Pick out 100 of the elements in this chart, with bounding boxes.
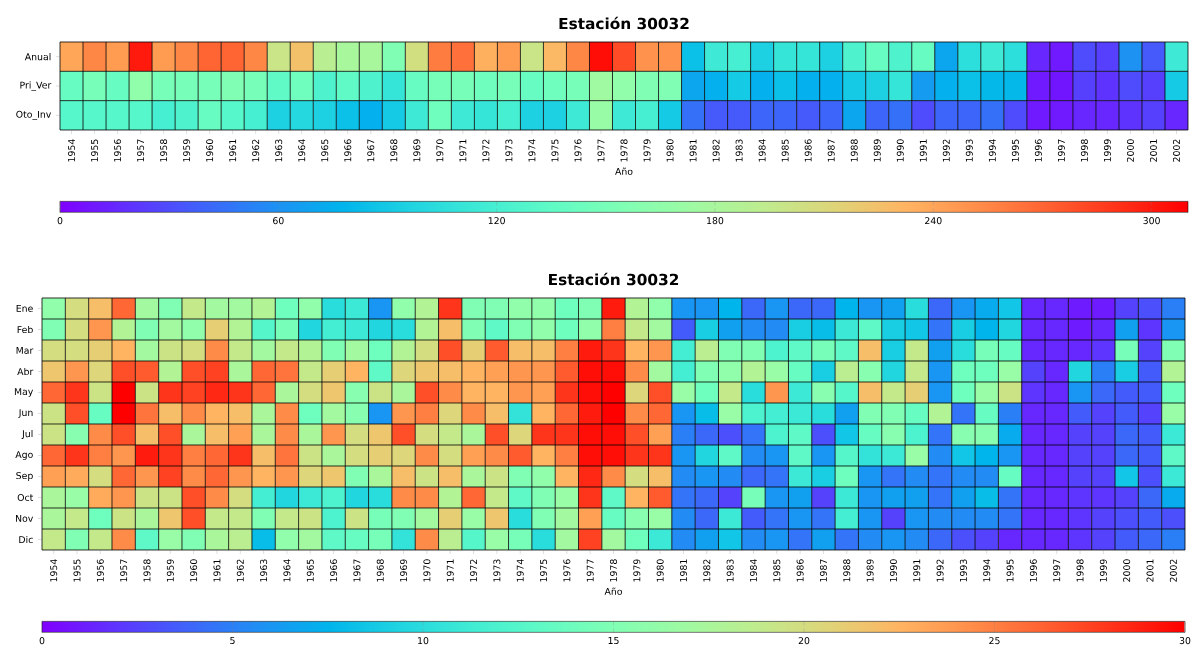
y-tick-label: Abr: [17, 367, 34, 376]
x-tick-label: 2001: [1146, 559, 1154, 582]
x-tick-label: 1991: [913, 559, 921, 582]
x-tick-label: 1978: [620, 139, 628, 162]
color-bar-label: 240: [925, 217, 942, 225]
y-tick-label: Dic: [19, 535, 33, 544]
x-tick-label: 1975: [551, 139, 559, 162]
x-tick-label: 1979: [633, 559, 641, 582]
x-tick-label: 1962: [252, 139, 260, 162]
x-tick-label: 1988: [843, 559, 851, 582]
y-tick-label: Nov: [16, 515, 34, 522]
x-tick-label: 1972: [470, 559, 478, 582]
x-tick-label: 1958: [160, 139, 168, 162]
x-tick-label: 1963: [275, 139, 283, 162]
x-tick-label: 1962: [236, 559, 244, 582]
chart-title: Estación 30032: [559, 16, 689, 30]
x-tick-label: 1960: [206, 139, 214, 162]
color-bar-label: 20: [798, 637, 810, 645]
x-tick-label: 1956: [96, 559, 104, 582]
x-tick-label: 1980: [666, 139, 674, 162]
x-tick-label: 1955: [73, 559, 81, 582]
x-tick-label: 1957: [137, 139, 145, 162]
x-tick-label: 2001: [1149, 139, 1157, 162]
x-tick-label: 1990: [896, 139, 904, 162]
x-tick-label: 1965: [321, 139, 329, 162]
x-tick-label: 1984: [758, 139, 766, 162]
x-tick-label: 1974: [528, 139, 536, 162]
x-tick-label: 1992: [936, 559, 944, 582]
y-tick-label: Oto_Inv: [16, 110, 52, 120]
color-bar-label: 0: [57, 217, 63, 225]
x-tick-label: 1960: [190, 559, 198, 582]
x-tick-label: 1970: [436, 139, 444, 162]
x-tick-label: 1977: [586, 559, 594, 582]
x-tick-label: 1993: [959, 559, 967, 582]
y-tick-label: Ene: [16, 305, 33, 312]
chart-title: Estación 30032: [549, 272, 679, 286]
x-tick-label: 1956: [114, 139, 122, 162]
x-tick-label: 1986: [804, 139, 812, 162]
x-axis-title: Año: [604, 587, 622, 595]
x-tick-label: 1954: [50, 559, 58, 582]
x-tick-label: 1969: [400, 559, 408, 582]
x-tick-label: 1982: [703, 559, 711, 582]
x-tick-label: 1973: [505, 139, 513, 162]
x-tick-label: 1985: [773, 559, 781, 582]
x-tick-label: 1965: [306, 559, 314, 582]
x-tick-label: 1987: [819, 559, 827, 582]
x-tick-label: 1988: [850, 139, 858, 162]
x-tick-label: 1961: [229, 139, 237, 162]
x-tick-label: 1973: [493, 559, 501, 582]
x-tick-label: 1996: [1034, 139, 1042, 162]
x-tick-label: 1979: [643, 139, 651, 162]
x-tick-label: 1974: [516, 559, 524, 582]
x-tick-label: 1957: [120, 559, 128, 582]
x-tick-label: 1967: [353, 559, 361, 582]
x-tick-label: 1972: [482, 139, 490, 162]
x-tick-label: 1981: [679, 559, 688, 582]
y-tick-label: Sep: [16, 472, 33, 481]
x-tick-label: 1990: [889, 559, 897, 582]
y-tick-label: Pri_Ver: [20, 81, 52, 91]
x-tick-label: 1994: [983, 559, 991, 582]
x-tick-label: 1995: [1011, 139, 1019, 162]
y-tick-label: Ago: [15, 451, 33, 460]
x-tick-label: 1968: [376, 559, 384, 582]
x-tick-label: 1977: [597, 139, 605, 162]
x-tick-label: 2002: [1172, 139, 1181, 162]
y-tick-label: Anual: [24, 53, 51, 61]
y-tick-label: Mar: [16, 347, 34, 354]
x-axis-title: Año: [615, 167, 633, 175]
x-tick-label: 1964: [283, 559, 291, 582]
x-tick-label: 1989: [873, 139, 881, 162]
x-tick-label: 1955: [91, 139, 99, 162]
color-bar-label: 180: [707, 217, 724, 225]
x-tick-label: 1991: [919, 139, 927, 162]
x-tick-label: 1996: [1029, 559, 1037, 582]
x-tick-label: 1954: [68, 139, 76, 162]
color-bar-label: 300: [1143, 217, 1160, 225]
color-bar-label: 15: [608, 637, 619, 645]
x-tick-label: 1998: [1080, 139, 1088, 162]
x-tick-label: 1968: [390, 139, 398, 162]
y-tick-label: Jul: [21, 430, 33, 439]
x-tick-label: 1966: [330, 559, 338, 582]
x-tick-label: 1993: [965, 139, 973, 162]
x-tick-label: 1959: [166, 559, 174, 582]
x-tick-label: 1976: [574, 139, 582, 162]
x-tick-label: 1999: [1099, 559, 1107, 582]
color-bar-label: 120: [488, 217, 505, 225]
y-tick-label: Jun: [18, 409, 33, 418]
x-tick-label: 1989: [866, 559, 874, 582]
x-tick-label: 1997: [1057, 139, 1065, 162]
color-bar-label: 10: [418, 637, 429, 645]
x-tick-label: 1983: [726, 559, 734, 582]
x-tick-label: 1964: [298, 139, 306, 162]
x-tick-label: 2000: [1126, 139, 1134, 162]
color-bar-label: 0: [39, 637, 45, 645]
x-tick-label: 1963: [260, 559, 268, 582]
x-tick-label: 1976: [563, 559, 571, 582]
y-tick-label: Oct: [17, 493, 34, 502]
y-tick-label: Feb: [17, 325, 33, 334]
x-tick-label: 1982: [712, 139, 720, 162]
x-tick-label: 1971: [446, 559, 454, 582]
